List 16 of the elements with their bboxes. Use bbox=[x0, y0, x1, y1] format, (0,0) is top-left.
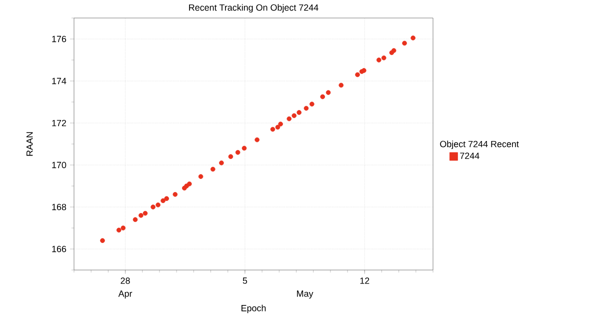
chart-title: Recent Tracking On Object 7244 bbox=[189, 4, 318, 12]
y-tick-label: 174 bbox=[52, 78, 66, 84]
y-tick-label: 166 bbox=[52, 246, 66, 252]
text: May bbox=[297, 290, 314, 299]
legend-title: Object 7244 Recent bbox=[440, 140, 519, 149]
y-tick-label: 170 bbox=[52, 162, 66, 168]
y-tick-label: 172 bbox=[52, 120, 66, 126]
x-tick-label: 12 bbox=[360, 278, 370, 284]
x-axis-title: Epoch bbox=[242, 304, 266, 314]
legend-label: 7244 bbox=[460, 152, 480, 159]
text: Apr bbox=[118, 290, 132, 299]
x-tick-label: 28 bbox=[120, 278, 130, 284]
y-tick-label: 168 bbox=[52, 204, 66, 210]
y-axis-title: RAAN bbox=[26, 132, 33, 156]
y-tick-label: 176 bbox=[52, 36, 66, 42]
x-tick-label: 5 bbox=[242, 278, 248, 284]
